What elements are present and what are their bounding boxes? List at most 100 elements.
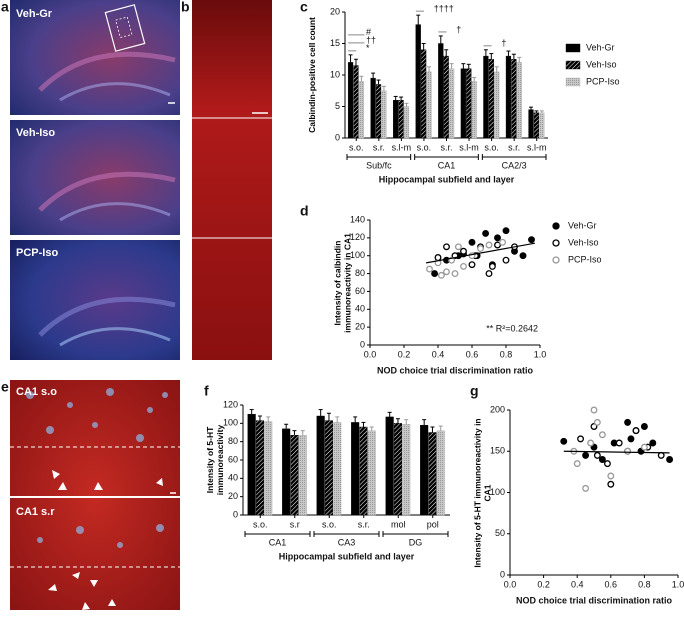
point [640, 443, 648, 451]
bar [290, 435, 299, 516]
bar [438, 43, 444, 139]
fit-line [563, 450, 670, 454]
x-tick-label: 0.0 [504, 579, 517, 589]
bar [471, 81, 477, 139]
legend-label: Veh-Gr [586, 42, 615, 52]
point [598, 456, 606, 463]
x-tick-label: 0.0 [364, 349, 377, 359]
bar [255, 420, 264, 516]
y-tick-label: 150 [490, 446, 505, 456]
point [582, 451, 590, 459]
point [460, 247, 467, 255]
bar [420, 424, 429, 516]
x-tick-label: 0.6 [466, 349, 479, 359]
x-tick-label: s.l-m [527, 142, 547, 152]
point [640, 423, 648, 430]
point [468, 261, 476, 269]
y-tick-label: 40 [228, 473, 238, 483]
point [577, 435, 585, 443]
image-label: CA1 s.o [16, 386, 57, 398]
legend-marker [552, 239, 560, 247]
y-tick-label: 20 [355, 322, 365, 332]
significance-mark: # [366, 27, 371, 37]
panel-letter: a [1, 0, 9, 15]
y-tick-label: 50 [495, 528, 505, 538]
y-axis-label: Intensity of 5-HT immunoreactivity [205, 424, 225, 496]
x-tick-label: s.o. [253, 519, 268, 529]
point [607, 472, 615, 480]
x-tick-label: 0.2 [537, 579, 550, 589]
x-tick-label: pol [427, 519, 439, 529]
bar [539, 112, 545, 139]
group-label: Sub/fc [366, 160, 392, 170]
bar [264, 421, 273, 516]
point [649, 439, 657, 447]
point [454, 243, 462, 251]
point [573, 460, 581, 468]
bar [347, 62, 354, 139]
x-tick-label: 1.0 [672, 579, 684, 589]
bar [370, 77, 376, 139]
y-tick-label: 10 [330, 69, 340, 79]
x-tick-label: s.r. [358, 519, 370, 529]
image-panel-e [10, 380, 180, 610]
y-tick-label: 0 [500, 569, 505, 579]
y-axis-label: Intensity of calbindin immunoreactivity … [332, 232, 352, 333]
bar [398, 99, 404, 139]
point [488, 262, 496, 270]
y-tick-label: 0 [335, 132, 340, 142]
y-tick-label: 0 [233, 509, 238, 519]
image-panel-b [192, 0, 272, 360]
point [468, 238, 476, 246]
x-tick-label: s.r. [373, 142, 385, 152]
y-tick-label: 140 [350, 214, 365, 224]
point [624, 418, 632, 426]
significance-mark: †† [366, 35, 376, 45]
bar [528, 109, 534, 139]
fit-annotation: ** R²=0.2642 [486, 323, 538, 333]
fit-line [425, 242, 536, 264]
legend-swatch [565, 77, 581, 87]
panel-letter: e [1, 379, 9, 395]
y-tick-label: 120 [350, 232, 365, 242]
panel-letter: d [300, 203, 309, 219]
x-tick-label: s.l-m [459, 142, 479, 152]
y-tick-label: 40 [355, 304, 365, 314]
x-axis-label: Hippocampal subfield and layer [279, 551, 415, 561]
bar [449, 68, 455, 139]
y-tick-label: 200 [490, 404, 505, 414]
point [624, 447, 632, 455]
point [632, 427, 640, 435]
legend-swatch [565, 43, 581, 53]
legend-label: Veh-Iso [568, 237, 599, 247]
significance-mark: * [366, 43, 370, 53]
x-tick-label: s.o. [349, 142, 364, 152]
point [494, 234, 501, 242]
bar [443, 55, 449, 139]
bar [393, 423, 402, 516]
bar [403, 106, 410, 139]
bar [393, 99, 399, 139]
x-tick-label: 0.4 [571, 579, 584, 589]
y-tick-label: 120 [223, 399, 238, 409]
point [627, 435, 635, 443]
bar [483, 55, 489, 139]
group-label: CA2/3 [502, 160, 527, 170]
bar [385, 416, 394, 516]
bar [358, 81, 364, 139]
bar [381, 90, 387, 139]
x-tick-label: 0.4 [432, 349, 445, 359]
bar [353, 65, 359, 139]
y-tick-label: 80 [228, 436, 238, 446]
point [519, 252, 527, 260]
legend-marker [552, 256, 560, 264]
bar [421, 49, 427, 139]
panel-letter: c [300, 0, 308, 15]
point [502, 227, 510, 235]
x-tick-label: s.o. [322, 519, 337, 529]
bar [367, 430, 376, 516]
bar [488, 59, 494, 139]
x-tick-label: s.o. [484, 142, 499, 152]
x-tick-label: 0.8 [638, 579, 651, 589]
bar [436, 430, 445, 516]
